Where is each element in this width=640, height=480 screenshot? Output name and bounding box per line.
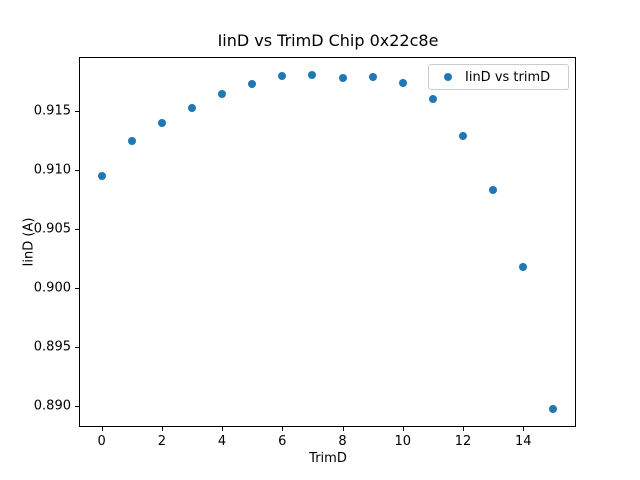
data-point <box>459 131 468 140</box>
data-point <box>218 89 227 98</box>
data-point <box>187 103 196 112</box>
y-tick-mark <box>75 170 79 172</box>
y-tick-label: 0.915 <box>33 103 71 119</box>
data-point <box>549 405 558 414</box>
x-tick-label: 6 <box>278 434 287 449</box>
x-tick-label: 0 <box>97 434 106 449</box>
y-tick-mark <box>75 229 79 231</box>
y-tick-mark <box>75 287 79 289</box>
data-point <box>489 186 498 195</box>
x-tick-mark <box>222 427 224 431</box>
data-point <box>127 136 136 145</box>
y-tick-label: 0.900 <box>33 280 71 296</box>
x-tick-mark <box>402 427 404 431</box>
data-point <box>519 262 528 271</box>
data-point <box>338 74 347 83</box>
x-axis-label: TrimD <box>309 451 347 466</box>
y-tick-mark <box>75 346 79 348</box>
plot-area <box>79 57 576 427</box>
data-point <box>278 71 287 80</box>
x-tick-label: 14 <box>515 434 532 449</box>
x-tick-mark <box>282 427 284 431</box>
x-tick-mark <box>463 427 465 431</box>
y-tick-mark <box>75 405 79 407</box>
x-tick-label: 8 <box>338 434 347 449</box>
data-point <box>97 172 106 180</box>
y-tick-label: 0.905 <box>33 221 71 237</box>
data-point <box>308 70 317 79</box>
x-tick-label: 12 <box>454 434 472 449</box>
y-tick-label: 0.910 <box>33 162 71 178</box>
x-tick-label: 2 <box>157 434 166 449</box>
scatter-marker-icon <box>444 73 452 81</box>
x-tick-mark <box>523 427 525 431</box>
y-tick-label: 0.895 <box>33 339 71 355</box>
chart-title: IinD vs TrimD Chip 0x22c8e <box>217 31 439 50</box>
legend-label: IinD vs trimD <box>465 69 551 85</box>
y-tick-mark <box>75 111 79 113</box>
x-tick-mark <box>161 427 163 431</box>
data-point <box>248 80 257 89</box>
data-point <box>157 118 166 127</box>
x-tick-label: 4 <box>217 434 227 449</box>
y-tick-label: 0.890 <box>33 398 71 414</box>
data-point <box>428 95 437 104</box>
data-point <box>398 78 407 87</box>
x-tick-label: 10 <box>394 434 412 449</box>
data-point <box>368 73 377 82</box>
x-tick-mark <box>101 427 103 431</box>
x-tick-mark <box>342 427 344 431</box>
legend: IinD vs trimD <box>428 64 569 90</box>
